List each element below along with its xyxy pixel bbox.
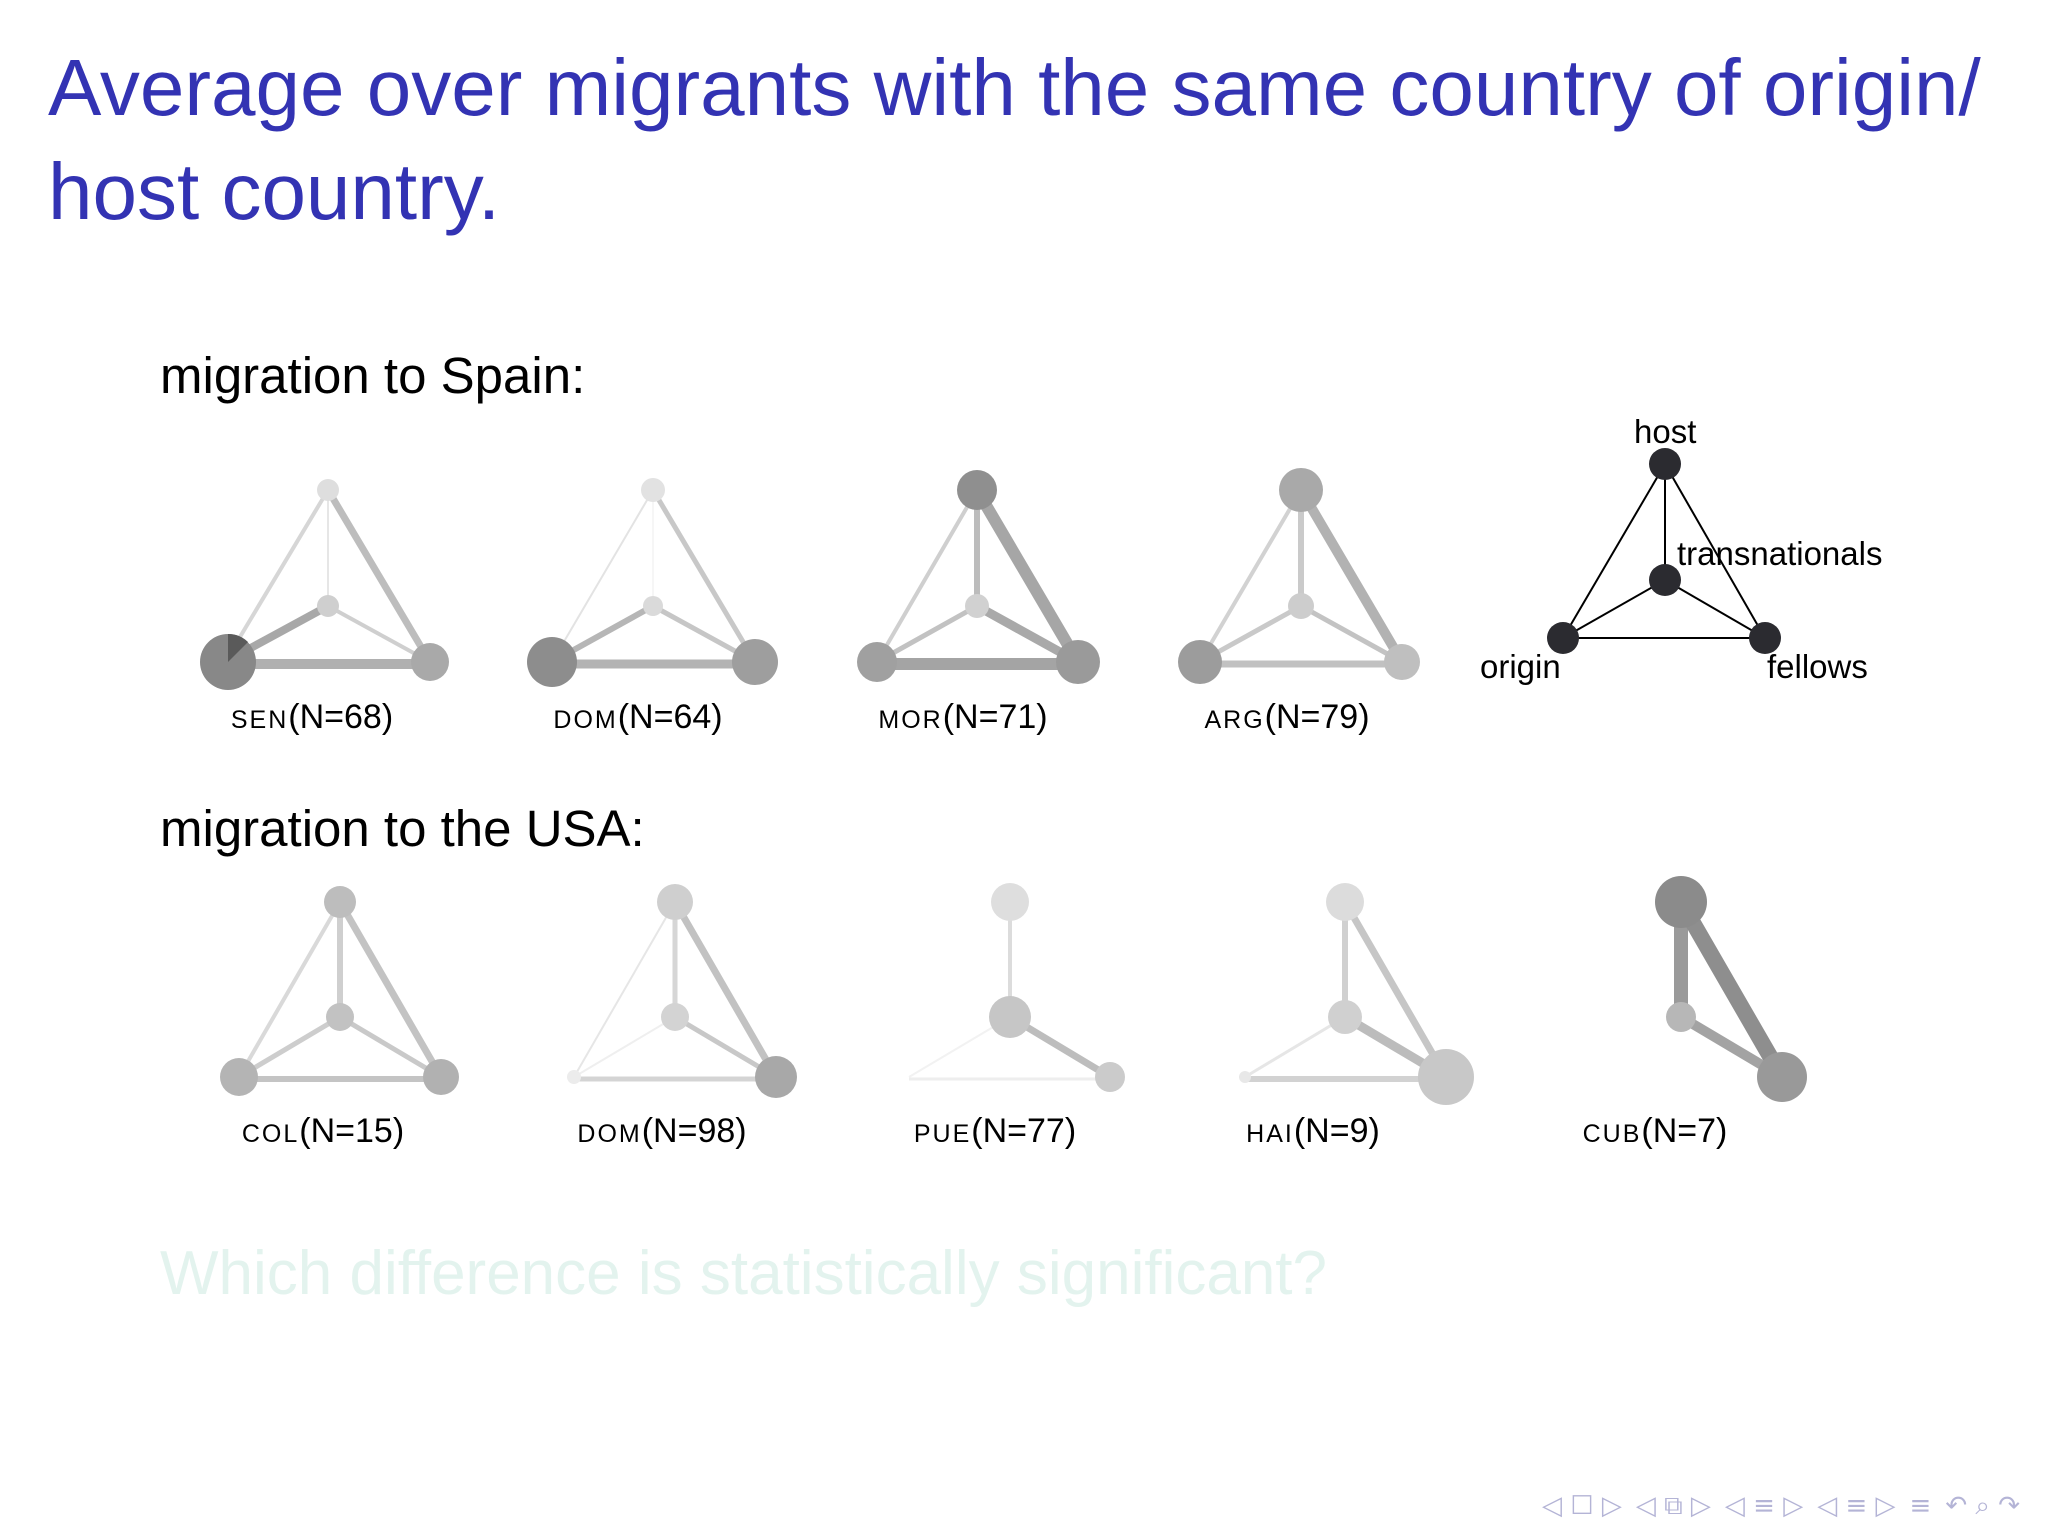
caption-n: (N=98) — [641, 1112, 747, 1150]
caption-n: (N=68) — [288, 698, 394, 736]
usa-section-heading: migration to the USA: — [160, 800, 645, 857]
legend-node-transnationals — [1649, 564, 1681, 596]
caption-spain-sen: SEN(N=68) — [147, 698, 477, 737]
legend-edge-transnationals-fellows — [1664, 579, 1766, 639]
legend-label-host: host — [1634, 413, 1697, 450]
caption-code: COL — [241, 1120, 300, 1148]
network-spain-mor — [857, 470, 1100, 684]
legend-node-fellows — [1749, 622, 1781, 654]
caption-usa-cub: CUB(N=7) — [1490, 1112, 1820, 1151]
nav-frame-icon[interactable]: ◁ ⧉ ▷ — [1635, 1491, 1711, 1521]
caption-usa-dom: DOM(N=98) — [497, 1112, 827, 1151]
network-usa-dom — [567, 884, 797, 1098]
caption-usa-hai: HAI(N=9) — [1148, 1112, 1478, 1151]
caption-n: (N=71) — [942, 698, 1048, 736]
caption-spain-arg: ARG(N=79) — [1122, 698, 1452, 737]
spain-section-heading: migration to Spain: — [160, 347, 586, 404]
caption-code: DOM — [553, 706, 618, 734]
caption-code: MOR — [878, 706, 943, 734]
legend-edge-transnationals-origin — [1562, 579, 1666, 639]
legend-edge-host-fellows — [1664, 463, 1766, 639]
caption-n: (N=9) — [1293, 1112, 1380, 1150]
caption-code: ARG — [1204, 706, 1265, 734]
nav-next-icon[interactable]: ◁ ≡ ▷ — [1817, 1491, 1896, 1521]
legend-label-origin: origin — [1480, 648, 1561, 685]
caption-usa-col: COL(N=15) — [158, 1112, 488, 1151]
nav-section-icon[interactable]: ◁ ≡ ▷ — [1724, 1491, 1804, 1521]
caption-code: DOM — [577, 1120, 642, 1148]
caption-code: CUB — [1582, 1120, 1642, 1148]
legend-label-transnationals: transnationals — [1677, 535, 1883, 572]
network-spain-sen — [200, 479, 449, 690]
question-text: Which difference is statistically signif… — [160, 1239, 1328, 1308]
network-usa-cub — [1655, 876, 1807, 1102]
caption-n: (N=77) — [971, 1112, 1077, 1150]
network-spain-arg — [1178, 468, 1420, 684]
network-usa-col — [220, 886, 459, 1096]
caption-code: SEN — [230, 706, 289, 734]
legend-node-origin — [1547, 622, 1579, 654]
beamer-nav-bar: ◁ ☐ ▷ ◁ ⧉ ▷ ◁ ≡ ▷ ◁ ≡ ▷ ≡ ↶ ⌕ ↷ — [1542, 1491, 2020, 1522]
caption-n: (N=15) — [299, 1112, 405, 1150]
nav-search-icon[interactable]: ↶ ⌕ ↷ — [1945, 1491, 2020, 1521]
legend-node-host — [1649, 448, 1681, 480]
caption-n: (N=64) — [617, 698, 723, 736]
nav-align-icon[interactable]: ≡ — [1909, 1491, 1932, 1521]
caption-spain-mor: MOR(N=71) — [798, 698, 1128, 737]
legend-edge-host-origin — [1562, 463, 1666, 639]
legend-label-fellows: fellows — [1767, 648, 1868, 685]
network-usa-hai — [1239, 883, 1474, 1105]
page-title: Average over migrants with the same coun… — [48, 43, 1981, 236]
caption-n: (N=79) — [1264, 698, 1370, 736]
legend-network — [1547, 448, 1781, 654]
network-usa-pue — [908, 883, 1125, 1092]
caption-spain-dom: DOM(N=64) — [473, 698, 803, 737]
caption-code: PUE — [913, 1120, 972, 1148]
caption-usa-pue: PUE(N=77) — [830, 1112, 1160, 1151]
network-spain-dom — [527, 478, 778, 687]
nav-prev-icon[interactable]: ◁ ☐ ▷ — [1541, 1491, 1622, 1521]
caption-code: HAI — [1246, 1120, 1294, 1148]
caption-n: (N=7) — [1641, 1112, 1728, 1150]
